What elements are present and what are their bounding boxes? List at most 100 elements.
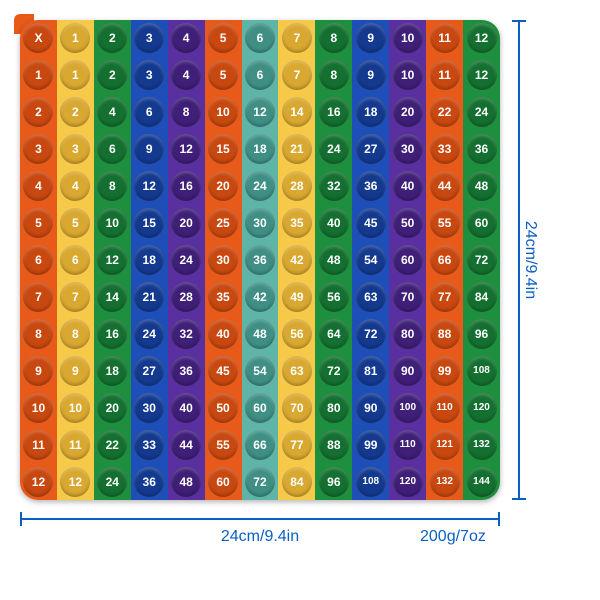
bubble: 35 (282, 208, 312, 238)
board-cell: 28 (278, 168, 315, 205)
bubble: 36 (356, 171, 386, 201)
dim-line-horizontal (20, 518, 500, 520)
bubble: 54 (356, 245, 386, 275)
bubble: 21 (282, 134, 312, 164)
bubble: 7 (282, 60, 312, 90)
bubble: 40 (319, 208, 349, 238)
bubble: 99 (430, 356, 460, 386)
bubble: 63 (356, 282, 386, 312)
board-cell: 10 (57, 389, 94, 426)
bubble: 24 (319, 134, 349, 164)
bubble: 70 (282, 393, 312, 423)
board-cell: 12 (242, 94, 279, 131)
bubble: 20 (208, 171, 238, 201)
bubble: 9 (23, 356, 53, 386)
board-cell: 33 (131, 426, 168, 463)
board-cell: 5 (205, 57, 242, 94)
dim-tick (512, 498, 526, 500)
bubble: 80 (393, 319, 423, 349)
board-cell: 20 (389, 94, 426, 131)
bubble: 40 (393, 171, 423, 201)
bubble: 27 (356, 134, 386, 164)
board-cell: 30 (242, 205, 279, 242)
board-cell: 66 (426, 242, 463, 279)
board-cell: 4 (168, 20, 205, 57)
board-cell: 40 (168, 389, 205, 426)
board-column: 9918273645546372819099108 (352, 20, 389, 500)
bubble: 120 (393, 467, 423, 497)
bubble: 1 (60, 23, 90, 53)
board-cell: 36 (168, 352, 205, 389)
bubble: 8 (23, 319, 53, 349)
bubble: 9 (60, 356, 90, 386)
bubble: 16 (171, 171, 201, 201)
bubble: 32 (319, 171, 349, 201)
board-cell: 80 (389, 315, 426, 352)
board-cell: 4 (57, 168, 94, 205)
bubble: 4 (97, 97, 127, 127)
board-cell: 22 (94, 426, 131, 463)
bubble: 8 (319, 23, 349, 53)
bubble: 121 (430, 430, 460, 460)
board-cell: 100 (389, 389, 426, 426)
bubble: 5 (208, 23, 238, 53)
bubble: 11 (60, 430, 90, 460)
bubble: 3 (60, 134, 90, 164)
board-cell: 8 (94, 168, 131, 205)
board-column: 11112233445566778899110121132 (426, 20, 463, 500)
board-cell: 63 (278, 352, 315, 389)
bubble: 45 (356, 208, 386, 238)
bubble: 36 (467, 134, 497, 164)
bubble: 10 (23, 393, 53, 423)
board-cell: 36 (352, 168, 389, 205)
board-cell: 3 (131, 20, 168, 57)
board-cell: 10 (94, 205, 131, 242)
bubble: 3 (134, 60, 164, 90)
bubble: 22 (97, 430, 127, 460)
bubble: 56 (319, 282, 349, 312)
bubble: 12 (23, 467, 53, 497)
board-cell: 54 (242, 352, 279, 389)
bubble: 7 (23, 282, 53, 312)
board-cell: 70 (389, 278, 426, 315)
board-cell: 121 (426, 426, 463, 463)
board-cell: 72 (463, 242, 500, 279)
board-cell: 8 (315, 20, 352, 57)
board-cell: 84 (278, 463, 315, 500)
bubble: 99 (356, 430, 386, 460)
bubble: 11 (430, 23, 460, 53)
board-cell: 24 (242, 168, 279, 205)
board-cell: 4 (168, 57, 205, 94)
board-cell: 4 (94, 94, 131, 131)
board-cell: 48 (463, 168, 500, 205)
board-cell: 24 (315, 131, 352, 168)
bubble: 54 (245, 356, 275, 386)
bubble: 96 (467, 319, 497, 349)
bubble: 132 (430, 467, 460, 497)
bubble: 108 (356, 467, 386, 497)
bubble: 80 (319, 393, 349, 423)
board-cell: 8 (315, 57, 352, 94)
board-cell: 12 (463, 57, 500, 94)
board-cell: 50 (205, 389, 242, 426)
board-column: X123456789101112 (20, 20, 57, 500)
bubble: 20 (97, 393, 127, 423)
bubble: 27 (134, 356, 164, 386)
board-cell: 18 (242, 131, 279, 168)
bubble: 20 (393, 97, 423, 127)
board-cell: 1 (57, 20, 94, 57)
board-cell: 120 (463, 389, 500, 426)
board-cell: 10 (20, 389, 57, 426)
board-cell: 50 (389, 205, 426, 242)
board-cell: 7 (278, 57, 315, 94)
board-cell: 36 (131, 463, 168, 500)
board-cell: 42 (242, 278, 279, 315)
bubble: 48 (467, 171, 497, 201)
dim-right-label: 24cm/9.4in (521, 260, 539, 338)
board-cell: 7 (20, 278, 57, 315)
bubble: 36 (134, 467, 164, 497)
bubble: 6 (23, 245, 53, 275)
dim-tick (20, 512, 22, 526)
bubble: 84 (282, 467, 312, 497)
bubble: 60 (245, 393, 275, 423)
